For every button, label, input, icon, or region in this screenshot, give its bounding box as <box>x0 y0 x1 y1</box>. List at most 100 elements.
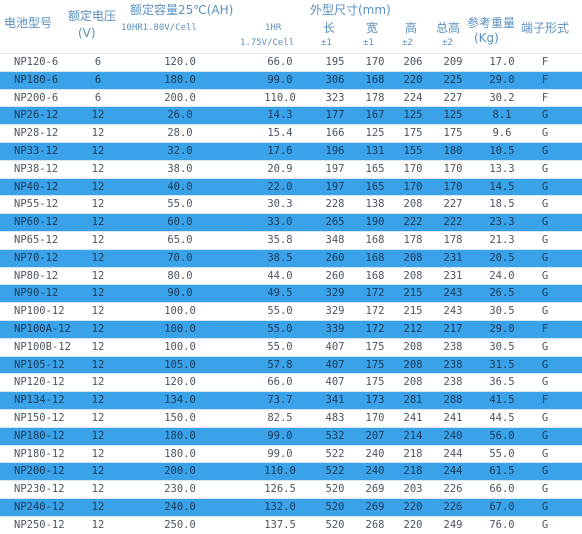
table-row: NP33-12 12 32.0 17.6 196 131 155 180 10.5 G <box>0 141 582 160</box>
cell-terminal: G <box>541 109 549 122</box>
cell-weight: 55.0 <box>489 447 515 460</box>
table-row: NP120-6 6 120.0 66.0 195 170 206 209 17.0 F <box>0 53 582 71</box>
cell-total-height: 222 <box>443 216 463 229</box>
cell-capacity-1hr: 30.3 <box>267 198 293 211</box>
cell-terminal: G <box>541 340 549 353</box>
cell-height: 220 <box>403 518 423 531</box>
cell-terminal: G <box>541 180 549 193</box>
cell-width: 178 <box>365 91 385 104</box>
cell-width: 170 <box>365 56 385 68</box>
cell-terminal: G <box>541 483 549 496</box>
table-row: NP65-12 12 65.0 35.8 348 168 178 178 21.3 G <box>0 230 582 249</box>
cell-voltage: 12 <box>91 483 105 496</box>
cell-height: 224 <box>403 91 423 104</box>
cell-height: 241 <box>403 411 423 424</box>
cell-voltage: 6 <box>94 56 102 68</box>
header-width: 宽 <box>366 21 379 35</box>
cell-length: 341 <box>325 394 345 407</box>
cell-weight: 29.0 <box>489 73 515 86</box>
cell-terminal: G <box>541 198 549 211</box>
cell-weight: 14.5 <box>489 180 515 193</box>
cell-width: 190 <box>365 216 385 229</box>
cell-weight: 61.5 <box>489 465 515 478</box>
cell-terminal: G <box>541 376 549 389</box>
header-capacity: 额定容量25℃(AH) <box>130 3 234 17</box>
cell-width: 269 <box>365 500 385 513</box>
cell-terminal: G <box>541 233 549 246</box>
cell-capacity-1hr: 82.5 <box>267 411 293 424</box>
cell-voltage: 12 <box>91 162 105 175</box>
cell-height: 222 <box>403 216 423 229</box>
table-row: NP200-6 6 200.0 110.0 323 178 224 227 30.2 F <box>0 88 582 107</box>
table-row: NP38-12 12 38.0 20.9 197 165 170 170 13.3 G <box>0 159 582 178</box>
cell-voltage: 12 <box>91 198 105 211</box>
cell-height: 281 <box>403 394 423 407</box>
cell-terminal: G <box>541 144 549 157</box>
cell-height: 208 <box>403 251 423 264</box>
table-row: NP180-6 6 180.0 99.0 306 168 220 225 29.0 F <box>0 70 582 89</box>
header-length-tol: ±1 <box>321 38 332 48</box>
cell-capacity-1hr: 66.0 <box>267 376 293 389</box>
cell-terminal: G <box>541 358 549 371</box>
table-row: NP105-12 12 105.0 57.8 407 175 208 238 31.5 G <box>0 355 582 374</box>
cell-height: 203 <box>403 483 423 496</box>
cell-total-height: 170 <box>443 162 463 175</box>
cell-capacity-10hr: 250.0 <box>164 518 196 531</box>
table-row: NP70-12 12 70.0 38.5 260 168 208 231 20.5 G <box>0 248 582 267</box>
table-row: NP100-12 12 100.0 55.0 329 172 215 243 30.5 G <box>0 302 582 320</box>
cell-weight: 26.5 <box>489 287 515 300</box>
cell-voltage: 12 <box>91 322 105 335</box>
cell-length: 329 <box>325 305 345 318</box>
header-total-height-tol: ±2 <box>442 38 453 48</box>
table-row: NP40-12 12 40.0 22.0 197 165 170 170 14.5 G <box>0 177 582 196</box>
cell-model: NP134-12 <box>14 394 65 407</box>
cell-terminal: F <box>541 91 549 104</box>
table-row: NP60-12 12 60.0 33.0 265 190 222 222 23.3 G <box>0 213 582 231</box>
cell-model: NP33-12 <box>14 144 59 157</box>
cell-total-height: 231 <box>443 251 463 264</box>
cell-capacity-10hr: 38.0 <box>167 162 193 175</box>
header-width-tol: ±1 <box>363 38 374 48</box>
cell-length: 323 <box>325 91 345 104</box>
cell-total-height: 226 <box>443 500 463 513</box>
cell-height: 220 <box>403 73 423 86</box>
table-row: NP230-12 12 230.0 126.5 520 269 203 226 66.0 G <box>0 480 582 498</box>
cell-width: 175 <box>365 340 385 353</box>
cell-length: 407 <box>325 340 345 353</box>
cell-total-height: 240 <box>443 429 463 442</box>
cell-height: 215 <box>403 305 423 318</box>
table-row: NP28-12 12 28.0 15.4 166 125 175 175 9.6 G <box>0 124 582 142</box>
cell-terminal: G <box>541 287 549 300</box>
cell-height: 208 <box>403 198 423 211</box>
cell-capacity-1hr: 49.5 <box>267 287 293 300</box>
cell-voltage: 12 <box>91 411 105 424</box>
header-model: 电池型号 <box>4 16 53 30</box>
cell-model: NP26-12 <box>14 109 59 122</box>
cell-height: 170 <box>403 162 423 175</box>
cell-terminal: G <box>541 518 549 531</box>
cell-length: 483 <box>325 411 345 424</box>
cell-width: 165 <box>365 162 385 175</box>
header-height: 高 <box>405 21 418 35</box>
cell-length: 260 <box>325 269 345 282</box>
header-terminal: 端子形式 <box>521 21 570 35</box>
cell-length: 407 <box>325 376 345 389</box>
header-capacity-1hr: 1HR <box>265 23 282 33</box>
cell-voltage: 12 <box>91 251 105 264</box>
table-row: NP90-12 12 90.0 49.5 329 172 215 243 26.5 G <box>0 284 582 303</box>
cell-width: 175 <box>365 376 385 389</box>
cell-terminal: G <box>541 127 549 140</box>
cell-terminal: G <box>541 162 549 175</box>
cell-capacity-10hr: 100.0 <box>164 322 196 335</box>
cell-length: 532 <box>325 429 345 442</box>
cell-weight: 30.2 <box>489 91 515 104</box>
cell-model: NP180-6 <box>14 73 59 86</box>
cell-capacity-10hr: 180.0 <box>164 73 196 86</box>
cell-terminal: G <box>541 465 549 478</box>
cell-model: NP120-12 <box>14 376 65 389</box>
cell-model: NP200-12 <box>14 465 65 478</box>
cell-weight: 31.5 <box>489 358 515 371</box>
cell-capacity-1hr: 110.0 <box>264 91 296 104</box>
table-header: 电池型号 额定电压 (V) 额定容量25℃(AH) 10HR1.80V/Cell… <box>0 0 582 52</box>
cell-terminal: G <box>541 429 549 442</box>
